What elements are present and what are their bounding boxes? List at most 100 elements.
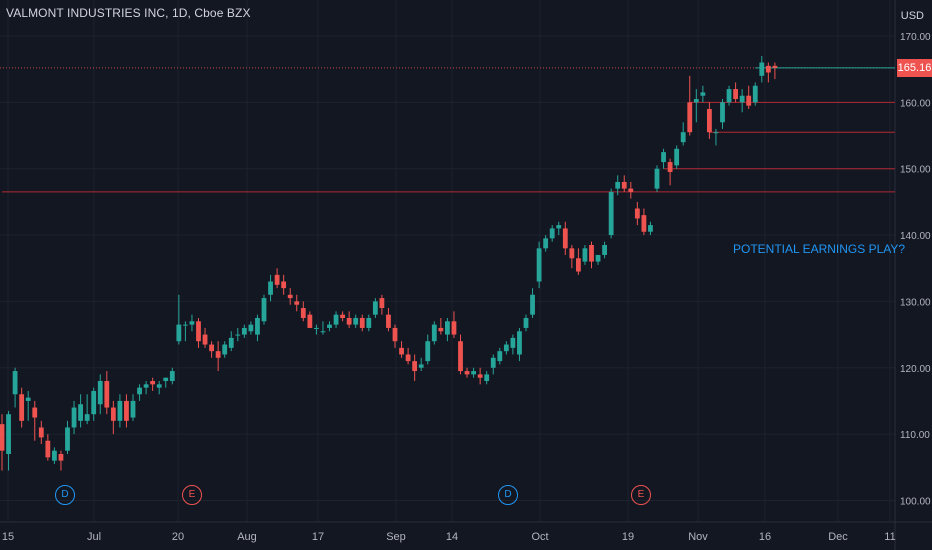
candle [58, 450, 64, 471]
x-tick-label: Sep [386, 531, 406, 543]
y-tick-label: 130.00 [900, 297, 931, 308]
candle [615, 175, 621, 196]
candle [84, 394, 90, 425]
candle-body [359, 317, 365, 328]
x-tick-label: 14 [446, 531, 458, 543]
candle [386, 308, 391, 332]
dividend-marker[interactable]: D [55, 485, 75, 505]
candle-body [274, 274, 280, 285]
candle [497, 347, 503, 365]
candle [137, 384, 142, 401]
candle [621, 175, 627, 192]
horizontal-levels [0, 67, 895, 193]
candle-body [241, 327, 247, 335]
candle-body [183, 324, 188, 326]
candle-body [386, 314, 391, 328]
candle-body [562, 228, 568, 249]
candle-body [510, 337, 516, 348]
candle-body [752, 85, 758, 103]
candle [746, 85, 752, 109]
candle [759, 55, 765, 83]
candles [0, 55, 778, 471]
candle-body [209, 344, 214, 352]
candle-body [307, 314, 313, 328]
candle-body [110, 407, 116, 421]
candle-body [661, 152, 666, 163]
candle-body [65, 427, 70, 451]
y-axis[interactable]: 100.00 110.00 120.00 130.00 140.00 150.00 160.… [900, 32, 931, 507]
candle [268, 274, 273, 302]
candle-body [739, 95, 745, 103]
candle [634, 201, 640, 226]
x-tick-label: Oct [531, 531, 548, 543]
candle [569, 245, 575, 269]
candle [431, 321, 437, 345]
candle [693, 89, 699, 123]
candle [340, 311, 345, 322]
candle [648, 221, 653, 236]
candle [484, 371, 490, 385]
candle-body [340, 314, 345, 318]
candle-body [169, 371, 175, 382]
candle-body [399, 347, 404, 355]
candle-body [720, 102, 725, 123]
candle [752, 82, 758, 106]
candle [261, 294, 267, 325]
earnings-marker[interactable]: E [182, 485, 202, 505]
candle [222, 341, 228, 358]
candle-body [680, 132, 686, 143]
candle [530, 288, 535, 318]
candle [523, 314, 529, 332]
candle-body [38, 427, 44, 438]
earnings-marker[interactable]: E [631, 485, 651, 505]
candle-body [150, 381, 156, 385]
candle-body [294, 301, 300, 305]
candle [425, 334, 431, 365]
candle-body [405, 354, 411, 362]
candle [6, 410, 11, 471]
candle [392, 324, 398, 348]
annotation-text[interactable]: POTENTIAL EARNINGS PLAY? [733, 242, 906, 256]
candle-body [189, 321, 195, 325]
candle-body [196, 321, 201, 342]
candle [503, 341, 509, 355]
candle [353, 314, 359, 328]
candle-body [104, 381, 110, 408]
candle [78, 394, 83, 428]
candle-body [687, 102, 693, 133]
x-axis[interactable]: 15 Jul 20 Aug 17 Sep 14 Oct 19 Nov 16 Dec 11 [2, 531, 896, 543]
y-tick-label: 110.00 [900, 430, 930, 441]
candle [169, 367, 175, 385]
candle [667, 158, 673, 186]
candle [490, 354, 496, 375]
candle-body [530, 294, 535, 315]
x-tick-label: 11 [884, 531, 895, 543]
candle-body [268, 281, 273, 295]
candle-body [314, 327, 319, 329]
y-tick-label: 150.00 [900, 165, 931, 176]
candle-body [300, 308, 306, 318]
candle-body [45, 440, 51, 458]
candle-body [202, 334, 208, 345]
candle-body [733, 89, 738, 100]
candle-body [228, 337, 234, 348]
candle [602, 241, 607, 259]
candle [45, 434, 51, 461]
currency-label[interactable]: USD [900, 10, 924, 22]
candle [471, 367, 476, 378]
candle [641, 208, 647, 236]
candle-body [379, 298, 385, 309]
x-tick-label: Nov [688, 531, 708, 543]
candle [458, 334, 463, 375]
candle [156, 381, 162, 395]
candle-body [641, 215, 647, 232]
candle [91, 387, 97, 421]
candle [772, 62, 778, 80]
candle [71, 400, 77, 435]
candle-body [746, 95, 752, 106]
candle-body [543, 238, 549, 249]
candle [307, 311, 313, 328]
dividend-marker[interactable]: D [498, 485, 518, 505]
candle-body [648, 225, 653, 232]
